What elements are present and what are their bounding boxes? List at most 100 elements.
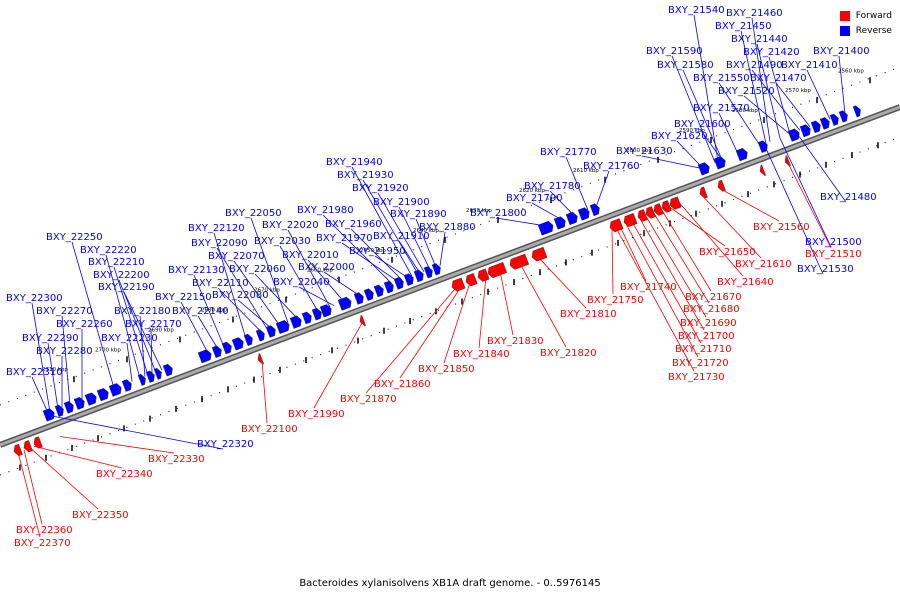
forward-gene-label: BXY_21830 (487, 336, 544, 347)
reverse-gene-glyph (713, 156, 726, 170)
reverse-gene-label: BXY_22060 (229, 264, 286, 275)
reverse-leader-line (740, 30, 767, 144)
reverse-gene-glyph (810, 120, 821, 134)
reverse-leader-line (676, 140, 703, 168)
forward-gene-label: BXY_21670 (685, 292, 742, 303)
reverse-leader-line (150, 328, 153, 374)
reverse-leader-line (298, 286, 335, 306)
reverse-gene-label: BXY_21790 (506, 193, 563, 204)
reverse-leader-line (287, 229, 331, 308)
reverse-gene-label: BXY_22150 (155, 292, 212, 303)
reverse-leader-line (565, 156, 589, 211)
reverse-gene-glyph (838, 110, 848, 123)
forward-leader-line (625, 223, 699, 358)
reverse-gene-glyph (319, 304, 332, 318)
reverse-gene-label: BXY_22130 (168, 265, 225, 276)
reverse-leader-line (31, 376, 49, 414)
reverse-gene-glyph (413, 269, 424, 283)
reverse-leader-line (398, 240, 421, 274)
reverse-leader-line (250, 217, 289, 323)
forward-leader-line (33, 445, 123, 469)
reverse-gene-label: BXY_21910 (373, 231, 430, 242)
reverse-gene-glyph (231, 337, 244, 351)
reverse-gene-glyph (84, 392, 97, 406)
forward-gene-glyph (717, 179, 726, 192)
reverse-leader-line (549, 190, 575, 216)
reverse-leader-line (233, 260, 281, 327)
forward-gene-label: BXY_22350 (72, 510, 129, 521)
reverse-leader-line (495, 217, 547, 227)
reverse-gene-label: BXY_22200 (93, 270, 150, 281)
reverse-gene-label: BXY_21980 (297, 205, 354, 216)
reverse-leader-line (768, 56, 791, 135)
reverse-gene-glyph (211, 345, 222, 359)
reverse-gene-label: BXY_21950 (349, 246, 406, 257)
kbp-tick-label: 2660 kbp (307, 268, 333, 274)
reverse-gene-label: BXY_22170 (125, 319, 182, 330)
forward-gene-glyph (623, 213, 638, 227)
reverse-gene-glyph (243, 333, 253, 347)
reverse-gene-label: BXY_21900 (373, 197, 430, 208)
reverse-gene-label: BXY_21470 (750, 73, 807, 84)
reverse-gene-glyph (108, 383, 122, 397)
reverse-leader-line (217, 287, 263, 333)
reverse-leader-line (838, 55, 846, 114)
kbp-tick-label: 2640 kbp (413, 228, 439, 234)
forward-leader-line (499, 271, 514, 336)
forward-leader-line (669, 207, 726, 247)
reverse-leader-line (743, 95, 791, 135)
forward-gene-glyph (477, 268, 490, 282)
reverse-leader-line (374, 255, 409, 279)
reverse-gene-label: BXY_21770 (540, 147, 597, 158)
reverse-gene-glyph (787, 128, 800, 142)
reverse-leader-line (43, 414, 224, 450)
forward-leader-line (619, 225, 647, 282)
reverse-leader-line (377, 192, 425, 272)
reverse-gene-glyph (553, 216, 566, 230)
reverse-gene-glyph (852, 105, 861, 118)
forward-gene-label: BXY_21510 (805, 249, 862, 260)
reverse-gene-label: BXY_22220 (80, 245, 137, 256)
forward-leader-line (17, 452, 41, 538)
reverse-gene-label: BXY_21540 (668, 5, 725, 16)
ruler-dots (0, 66, 900, 406)
reverse-gene-glyph (363, 288, 374, 301)
reverse-gene-label: BXY_22050 (225, 208, 282, 219)
reverse-leader-line (362, 179, 419, 275)
reverse-leader-line (699, 128, 723, 161)
legend-reverse-label: Reverse (855, 25, 892, 36)
forward-gene-label: BXY_21860 (374, 379, 431, 390)
legend-forward-swatch (839, 10, 850, 21)
reverse-gene-glyph (63, 401, 74, 414)
reverse-gene-label: BXY_22010 (282, 250, 339, 261)
reverse-gene-label: BXY_21530 (797, 264, 854, 275)
reverse-gene-label: BXY_22290 (22, 333, 79, 344)
forward-gene-label: BXY_21710 (675, 344, 732, 355)
reverse-leader-line (193, 274, 225, 348)
reverse-leader-line (341, 242, 399, 282)
forward-gene-glyph (451, 277, 466, 292)
reverse-leader-line (641, 155, 701, 169)
forward-gene-label: BXY_21990 (288, 409, 345, 420)
forward-leader-line (365, 287, 457, 394)
reverse-gene-glyph (311, 307, 322, 321)
reverse-leader-line (751, 69, 801, 131)
kbp-tick-label: 2570 kbp (785, 88, 811, 94)
reverse-gene-glyph (145, 370, 155, 383)
reverse-leader-line (213, 232, 247, 339)
forward-gene-label: BXY_21820 (540, 348, 597, 359)
reverse-leader-line (775, 82, 811, 128)
reverse-gene-glyph (221, 341, 232, 355)
reverse-gene-label: BXY_22070 (208, 251, 265, 262)
reverse-gene-label: BXY_21630 (616, 146, 673, 157)
reverse-gene-glyph (423, 266, 433, 279)
forward-gene-label: BXY_22370 (14, 538, 71, 549)
reverse-leader-line (105, 254, 141, 379)
reverse-gene-label: BXY_21570 (693, 103, 750, 114)
reverse-leader-line (350, 228, 403, 281)
reverse-gene-label: BXY_21420 (743, 47, 800, 58)
forward-gene-glyph (465, 273, 478, 287)
reverse-gene-label: BXY_22000 (298, 262, 355, 273)
reverse-leader-line (126, 342, 133, 382)
